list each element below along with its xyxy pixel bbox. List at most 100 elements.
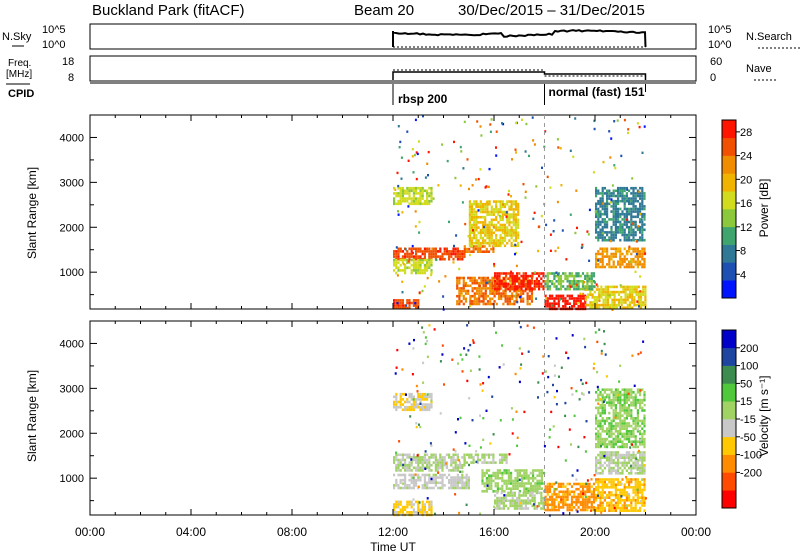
echo-cell [516,477,519,480]
echo-cell [566,302,569,305]
echo-cell [548,287,552,291]
echo-cell [417,469,420,472]
echo-cell [617,202,620,206]
echo-cell [489,130,492,133]
echo-cell [413,338,415,342]
echo-cell [614,504,617,507]
echo-cell [641,435,644,438]
echo-cell [598,290,601,294]
echo-cell [415,271,418,275]
echo-cell [570,490,574,494]
echo-cell [641,496,644,499]
echo-cell [477,177,480,181]
echo-cell [599,453,602,457]
echo-cell [608,218,611,221]
echo-cell [621,456,624,459]
echo-cell [523,487,526,490]
echo-cell [500,499,503,502]
echo-cell [602,400,605,403]
echo-cell [617,388,620,391]
echo-cell [625,430,628,433]
echo-cell [402,262,405,266]
echo-cell [608,422,611,425]
echo-cell [408,194,411,198]
echo-cell [527,280,530,283]
echo-cell [575,478,578,481]
echo-cell [456,473,459,477]
echo-cell [519,292,523,295]
echo-cell [523,474,526,477]
echo-cell [514,487,517,490]
echo-cell [410,269,413,272]
echo-cell [399,503,402,506]
echo-cell [544,274,547,278]
echo-cell [601,456,604,459]
echo-cell [499,244,502,248]
echo-cell [501,490,504,493]
echo-cell [599,202,602,206]
echo-cell [548,508,552,512]
echo-cell [462,297,465,301]
echo-cell [393,269,396,272]
echo-cell [401,280,404,283]
echo-cell [610,486,613,489]
echo-cell [479,208,482,211]
echo-cell [516,277,519,280]
echo-cell [418,291,421,294]
echo-cell [529,477,532,480]
echo-cell [472,250,475,253]
echo-cell [597,215,600,219]
echo-cell [468,208,471,211]
echo-cell [595,432,598,436]
echo-cell [573,493,576,496]
echo-cell [606,202,609,206]
echo-cell [493,289,496,293]
echo-cell [601,238,604,242]
echo-cell [443,484,446,487]
echo-cell [419,255,422,258]
echo-cell [477,215,480,219]
echo-cell [611,293,614,296]
echo-cell [534,487,537,490]
echo-cell [632,238,635,242]
echo-cell [571,393,574,396]
echo-cell [628,228,631,232]
echo-cell [614,225,617,229]
echo-cell [524,499,527,502]
echo-cell [621,233,624,237]
echo-cell [597,478,600,481]
echo-cell [597,250,600,253]
echo-cell [592,367,595,370]
echo-cell [549,428,551,431]
echo-cell [596,385,599,389]
echo-cell [531,494,534,497]
echo-cell [623,424,626,428]
echo-cell [543,445,546,448]
echo-cell [570,495,574,499]
echo-cell [426,461,429,464]
echo-cell [549,249,552,252]
echo-cell [412,453,415,457]
echo-cell [512,202,515,206]
echo-cell [511,274,514,278]
echo-cell [419,199,422,203]
echo-cell [439,360,442,363]
echo-cell [606,443,609,446]
echo-cell [527,474,530,477]
echo-cell [395,392,398,396]
echo-cell [464,297,468,301]
echo-cell [632,496,635,499]
echo-cell [406,511,409,514]
echo-cell [617,435,620,438]
echo-cell [628,220,631,224]
echo-cell [630,469,633,472]
echo-cell [468,221,471,224]
echo-cell [417,271,420,275]
echo-cell [430,395,433,399]
echo-cell [630,506,633,510]
echo-cell [612,432,615,436]
echo-cell [393,192,396,195]
echo-cell [510,407,513,410]
echo-cell [623,483,626,486]
